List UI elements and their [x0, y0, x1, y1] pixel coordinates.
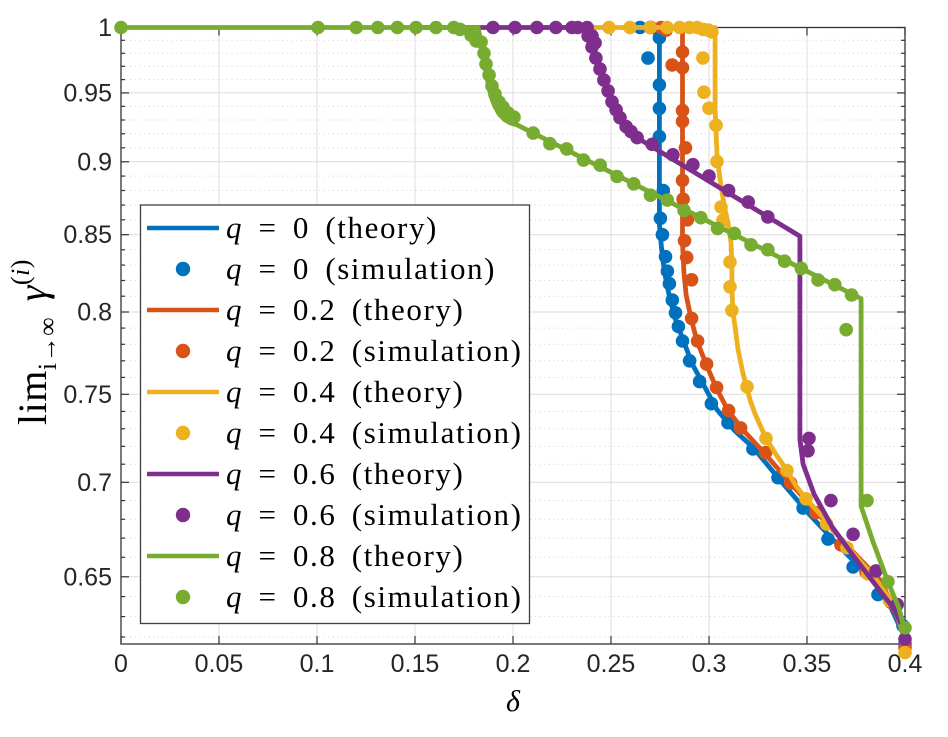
svg-text:q = 0 (theory): q = 0 (theory)	[226, 210, 438, 245]
svg-text:q = 0.8 (simulation): q = 0.8 (simulation)	[226, 579, 523, 614]
svg-text:0: 0	[114, 650, 128, 678]
svg-text:limi→∞ γ(i): limi→∞ γ(i)	[6, 259, 62, 425]
svg-text:0.65: 0.65	[63, 563, 112, 591]
svg-text:q = 0.4 (theory): q = 0.4 (theory)	[226, 374, 464, 409]
svg-text:q = 0.2 (theory): q = 0.2 (theory)	[226, 292, 464, 327]
svg-text:0.7: 0.7	[77, 469, 112, 497]
svg-text:0.85: 0.85	[63, 221, 112, 249]
svg-text:1: 1	[98, 14, 112, 42]
svg-text:0.75: 0.75	[63, 381, 112, 409]
svg-text:0.35: 0.35	[783, 650, 832, 678]
svg-text:δ: δ	[506, 685, 521, 718]
svg-text:0.9: 0.9	[77, 148, 112, 176]
svg-text:q = 0.6 (theory): q = 0.6 (theory)	[226, 456, 464, 491]
svg-text:0.3: 0.3	[692, 650, 727, 678]
svg-text:0.95: 0.95	[63, 79, 112, 107]
svg-text:0.25: 0.25	[587, 650, 636, 678]
svg-text:q = 0.4 (simulation): q = 0.4 (simulation)	[226, 415, 523, 450]
svg-text:0.4: 0.4	[888, 650, 923, 678]
svg-text:q = 0.2 (simulation): q = 0.2 (simulation)	[226, 333, 523, 368]
svg-text:q = 0.6 (simulation): q = 0.6 (simulation)	[226, 497, 523, 532]
svg-text:0.15: 0.15	[391, 650, 440, 678]
svg-text:q = 0 (simulation): q = 0 (simulation)	[226, 251, 496, 286]
svg-text:0.1: 0.1	[300, 650, 335, 678]
svg-text:q = 0.8 (theory): q = 0.8 (theory)	[226, 538, 464, 573]
svg-text:0.8: 0.8	[77, 299, 112, 327]
svg-text:0.05: 0.05	[195, 650, 244, 678]
svg-text:0.2: 0.2	[496, 650, 531, 678]
